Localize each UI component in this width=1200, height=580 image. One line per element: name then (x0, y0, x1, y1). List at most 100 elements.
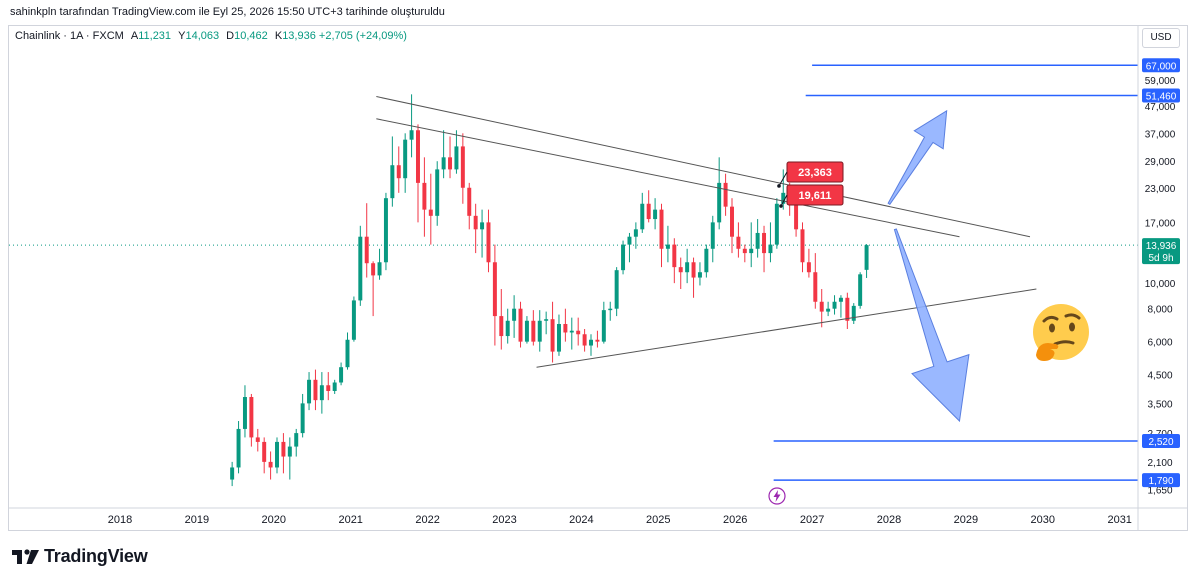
x-tick-label: 2026 (723, 514, 747, 526)
current-price-label: 13,936 (1146, 241, 1177, 252)
candle-body (467, 187, 472, 216)
candle-body (710, 222, 715, 249)
candle-body (614, 270, 619, 309)
candle (242, 385, 247, 438)
tradingview-footer: TradingView (12, 544, 148, 568)
candle-body (665, 244, 670, 249)
candle-body (826, 308, 831, 312)
candle (435, 161, 440, 226)
candle-body (755, 232, 760, 249)
alert-bolt-icon[interactable] (768, 487, 786, 505)
candle-body (249, 397, 254, 438)
x-tick-label: 2018 (108, 514, 132, 526)
close-value: 13,936 (282, 30, 316, 42)
candle (755, 219, 760, 258)
candle (730, 198, 734, 254)
close-key: K (274, 30, 283, 42)
change-value: +2,705 (+24,09%) (318, 30, 407, 42)
candle-body (307, 379, 312, 404)
candle (621, 240, 626, 275)
x-tick-label: 2029 (954, 514, 978, 526)
candle (697, 262, 702, 286)
candle (659, 203, 664, 268)
thinking-face-icon (1030, 303, 1092, 365)
candle-body (851, 305, 856, 321)
candle (576, 317, 581, 346)
y-tick-label: 6,000 (1147, 338, 1172, 349)
candle (742, 244, 747, 263)
candle-body (486, 222, 491, 263)
candle-body (685, 262, 690, 273)
candle (640, 192, 645, 233)
candle (845, 292, 850, 330)
candle (287, 437, 292, 480)
candle (550, 301, 555, 363)
current-price-tag (1142, 238, 1180, 265)
candle (371, 261, 376, 317)
candle (774, 198, 779, 249)
candle-body (813, 272, 818, 302)
candle-body (569, 330, 574, 333)
x-tick-label: 2021 (338, 514, 362, 526)
currency-selector[interactable]: USD (1142, 28, 1180, 48)
open-value: 11,231 (138, 30, 172, 42)
candle (851, 303, 856, 324)
candle (294, 428, 299, 457)
candle (563, 308, 568, 342)
candle-body (723, 182, 728, 207)
candle-body (659, 209, 664, 249)
bullish-arrow (887, 109, 948, 205)
candle-body (441, 157, 446, 170)
candle (665, 225, 670, 263)
candle-body (473, 215, 478, 230)
y-tick-label: 23,000 (1145, 184, 1176, 195)
candle-body (678, 267, 683, 273)
trendline (536, 288, 1037, 368)
candle (864, 244, 869, 278)
candle (313, 369, 318, 411)
low-key: D (226, 30, 235, 42)
candle-body (537, 320, 542, 342)
y-tick-label: 59,000 (1145, 76, 1176, 87)
candle (653, 198, 658, 230)
candle-body (550, 319, 555, 352)
candle (473, 203, 478, 254)
candle (326, 372, 331, 401)
candle-body (358, 236, 363, 301)
candle (768, 222, 773, 263)
candle (505, 308, 510, 344)
candle-body (595, 339, 600, 342)
chart-frame[interactable] (8, 25, 1188, 531)
y-tick-label: 4,500 (1147, 371, 1172, 382)
candle (300, 393, 305, 438)
price-level-tag (1142, 88, 1180, 103)
candle-body (512, 308, 517, 321)
candle (460, 133, 465, 204)
candle (390, 136, 395, 207)
price-callout: 23,363 (777, 161, 844, 188)
candle-body (448, 157, 453, 170)
candle (364, 203, 369, 278)
candle (819, 289, 824, 328)
candle (806, 248, 811, 278)
candle (800, 222, 805, 273)
y-tick-label: 17,000 (1145, 218, 1176, 229)
price-level-tag-label: 67,000 (1146, 61, 1177, 72)
candle (614, 267, 619, 317)
candle (544, 311, 549, 335)
x-tick-label: 2022 (415, 514, 439, 526)
candle-body (640, 203, 645, 230)
y-tick-label: 29,000 (1145, 157, 1176, 168)
trendline (376, 96, 1031, 238)
candle-body (403, 139, 408, 179)
x-tick-label: 2031 (1107, 514, 1131, 526)
candle-body (742, 248, 747, 254)
x-tick-label: 2025 (646, 514, 670, 526)
candle-body (383, 198, 388, 263)
candle-body (531, 320, 536, 342)
candle-body (544, 319, 549, 321)
callout-pointer (780, 194, 788, 207)
candle-body (672, 244, 677, 268)
symbol-name[interactable]: Chainlink · 1A · FXCM (15, 30, 124, 42)
